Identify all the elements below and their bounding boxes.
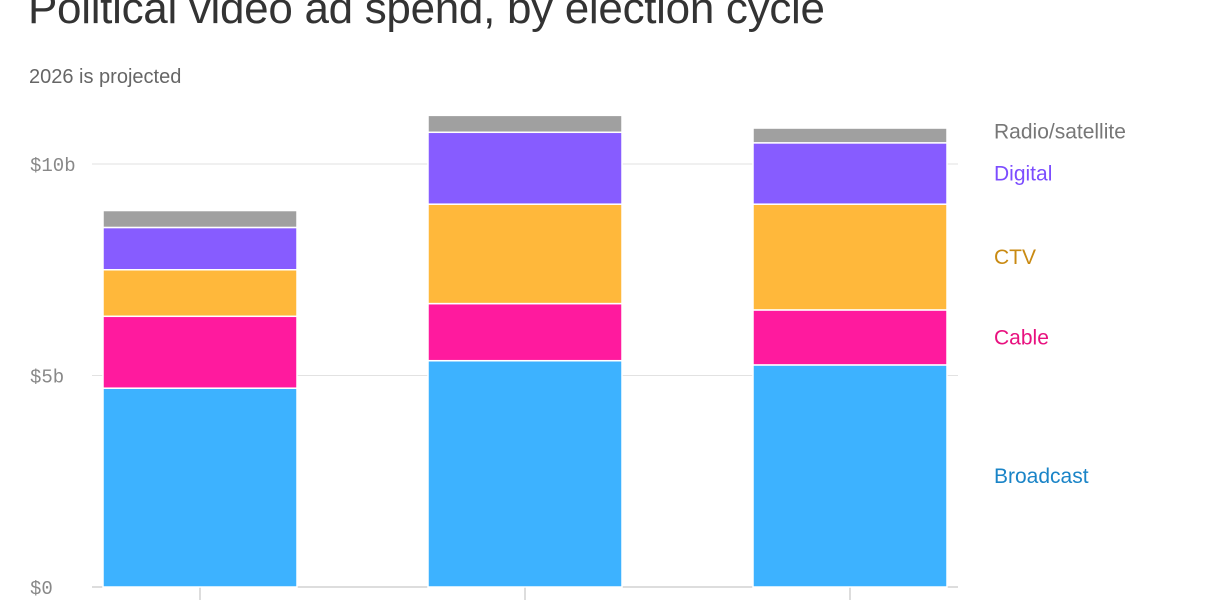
bar-1-cable — [102, 315, 298, 389]
bar-2-radio-satellite — [427, 114, 623, 134]
bar-1-broadcast — [102, 387, 298, 588]
chart-title: Political video ad spend, by election cy… — [28, 0, 825, 33]
bar-2-digital — [427, 131, 623, 205]
bar-2-broadcast — [427, 359, 623, 588]
bar-3-ctv — [752, 203, 948, 311]
y-tick-label-1: $5b — [30, 367, 64, 389]
bar-3-radio-satellite — [752, 127, 948, 144]
bar-2-ctv — [427, 203, 623, 305]
legend-label-radio-satellite: Radio/satellite — [994, 120, 1126, 143]
bar-1-digital — [102, 226, 298, 271]
legend-label-ctv: CTV — [994, 246, 1036, 269]
bar-3-digital — [752, 142, 948, 205]
bar-3-broadcast — [752, 364, 948, 588]
bar-2-cable — [427, 302, 623, 362]
legend-label-digital: Digital — [994, 163, 1052, 186]
chart-subtitle: 2026 is projected — [29, 66, 182, 88]
bar-1-ctv — [102, 269, 298, 318]
legend-label-broadcast: Broadcast — [994, 465, 1089, 488]
legend-label-cable: Cable — [994, 326, 1049, 349]
y-tick-label-2: $10b — [30, 155, 76, 177]
bar-1-radio-satellite — [102, 209, 298, 229]
bar-3-cable — [752, 309, 948, 366]
y-tick-label-0: $0 — [30, 578, 53, 600]
